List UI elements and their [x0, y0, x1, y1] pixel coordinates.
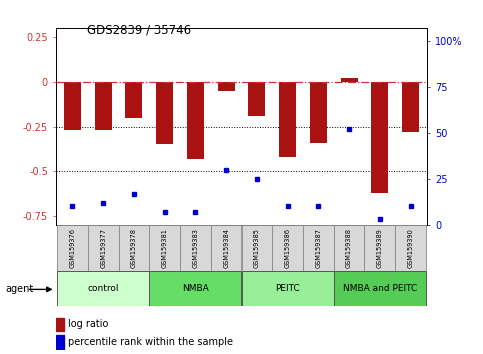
Bar [118, 225, 149, 271]
Bar [149, 225, 180, 271]
Text: control: control [87, 284, 119, 293]
Text: GSM159387: GSM159387 [315, 228, 321, 268]
Bar [56, 318, 64, 331]
Text: GSM159389: GSM159389 [377, 228, 383, 268]
Text: GSM159376: GSM159376 [70, 228, 75, 268]
Bar [310, 82, 327, 143]
Bar [334, 271, 426, 306]
Bar [211, 225, 242, 271]
Bar [303, 225, 334, 271]
Text: GSM159378: GSM159378 [131, 228, 137, 268]
Bar [395, 225, 426, 271]
Text: GSM159384: GSM159384 [223, 228, 229, 268]
Text: GSM159390: GSM159390 [408, 228, 413, 268]
Text: NMBA and PEITC: NMBA and PEITC [343, 284, 417, 293]
Text: PEITC: PEITC [275, 284, 300, 293]
Text: GSM159377: GSM159377 [100, 228, 106, 268]
Text: GSM159388: GSM159388 [346, 228, 352, 268]
Bar [187, 82, 204, 159]
Text: GSM159386: GSM159386 [284, 228, 291, 268]
Bar [248, 82, 265, 116]
Text: GSM159381: GSM159381 [162, 228, 168, 268]
Bar [279, 82, 296, 157]
Bar [180, 225, 211, 271]
Bar [149, 271, 242, 306]
Text: GSM159385: GSM159385 [254, 228, 260, 268]
Bar [56, 335, 64, 349]
Bar [371, 82, 388, 193]
Bar [218, 82, 235, 91]
Bar [242, 225, 272, 271]
Text: GDS2839 / 35746: GDS2839 / 35746 [87, 23, 191, 36]
Text: log ratio: log ratio [68, 319, 108, 329]
Text: agent: agent [6, 284, 34, 294]
Bar [64, 82, 81, 130]
Bar [341, 78, 357, 82]
Bar [365, 225, 395, 271]
Bar [272, 225, 303, 271]
Text: percentile rank within the sample: percentile rank within the sample [68, 337, 233, 347]
Bar [334, 225, 365, 271]
Bar [242, 271, 334, 306]
Bar [57, 271, 149, 306]
Text: GSM159383: GSM159383 [192, 228, 199, 268]
Bar [126, 82, 142, 118]
Bar [402, 82, 419, 132]
Bar [88, 225, 118, 271]
Bar [95, 82, 112, 130]
Bar [156, 82, 173, 144]
Bar [57, 225, 88, 271]
Text: NMBA: NMBA [182, 284, 209, 293]
